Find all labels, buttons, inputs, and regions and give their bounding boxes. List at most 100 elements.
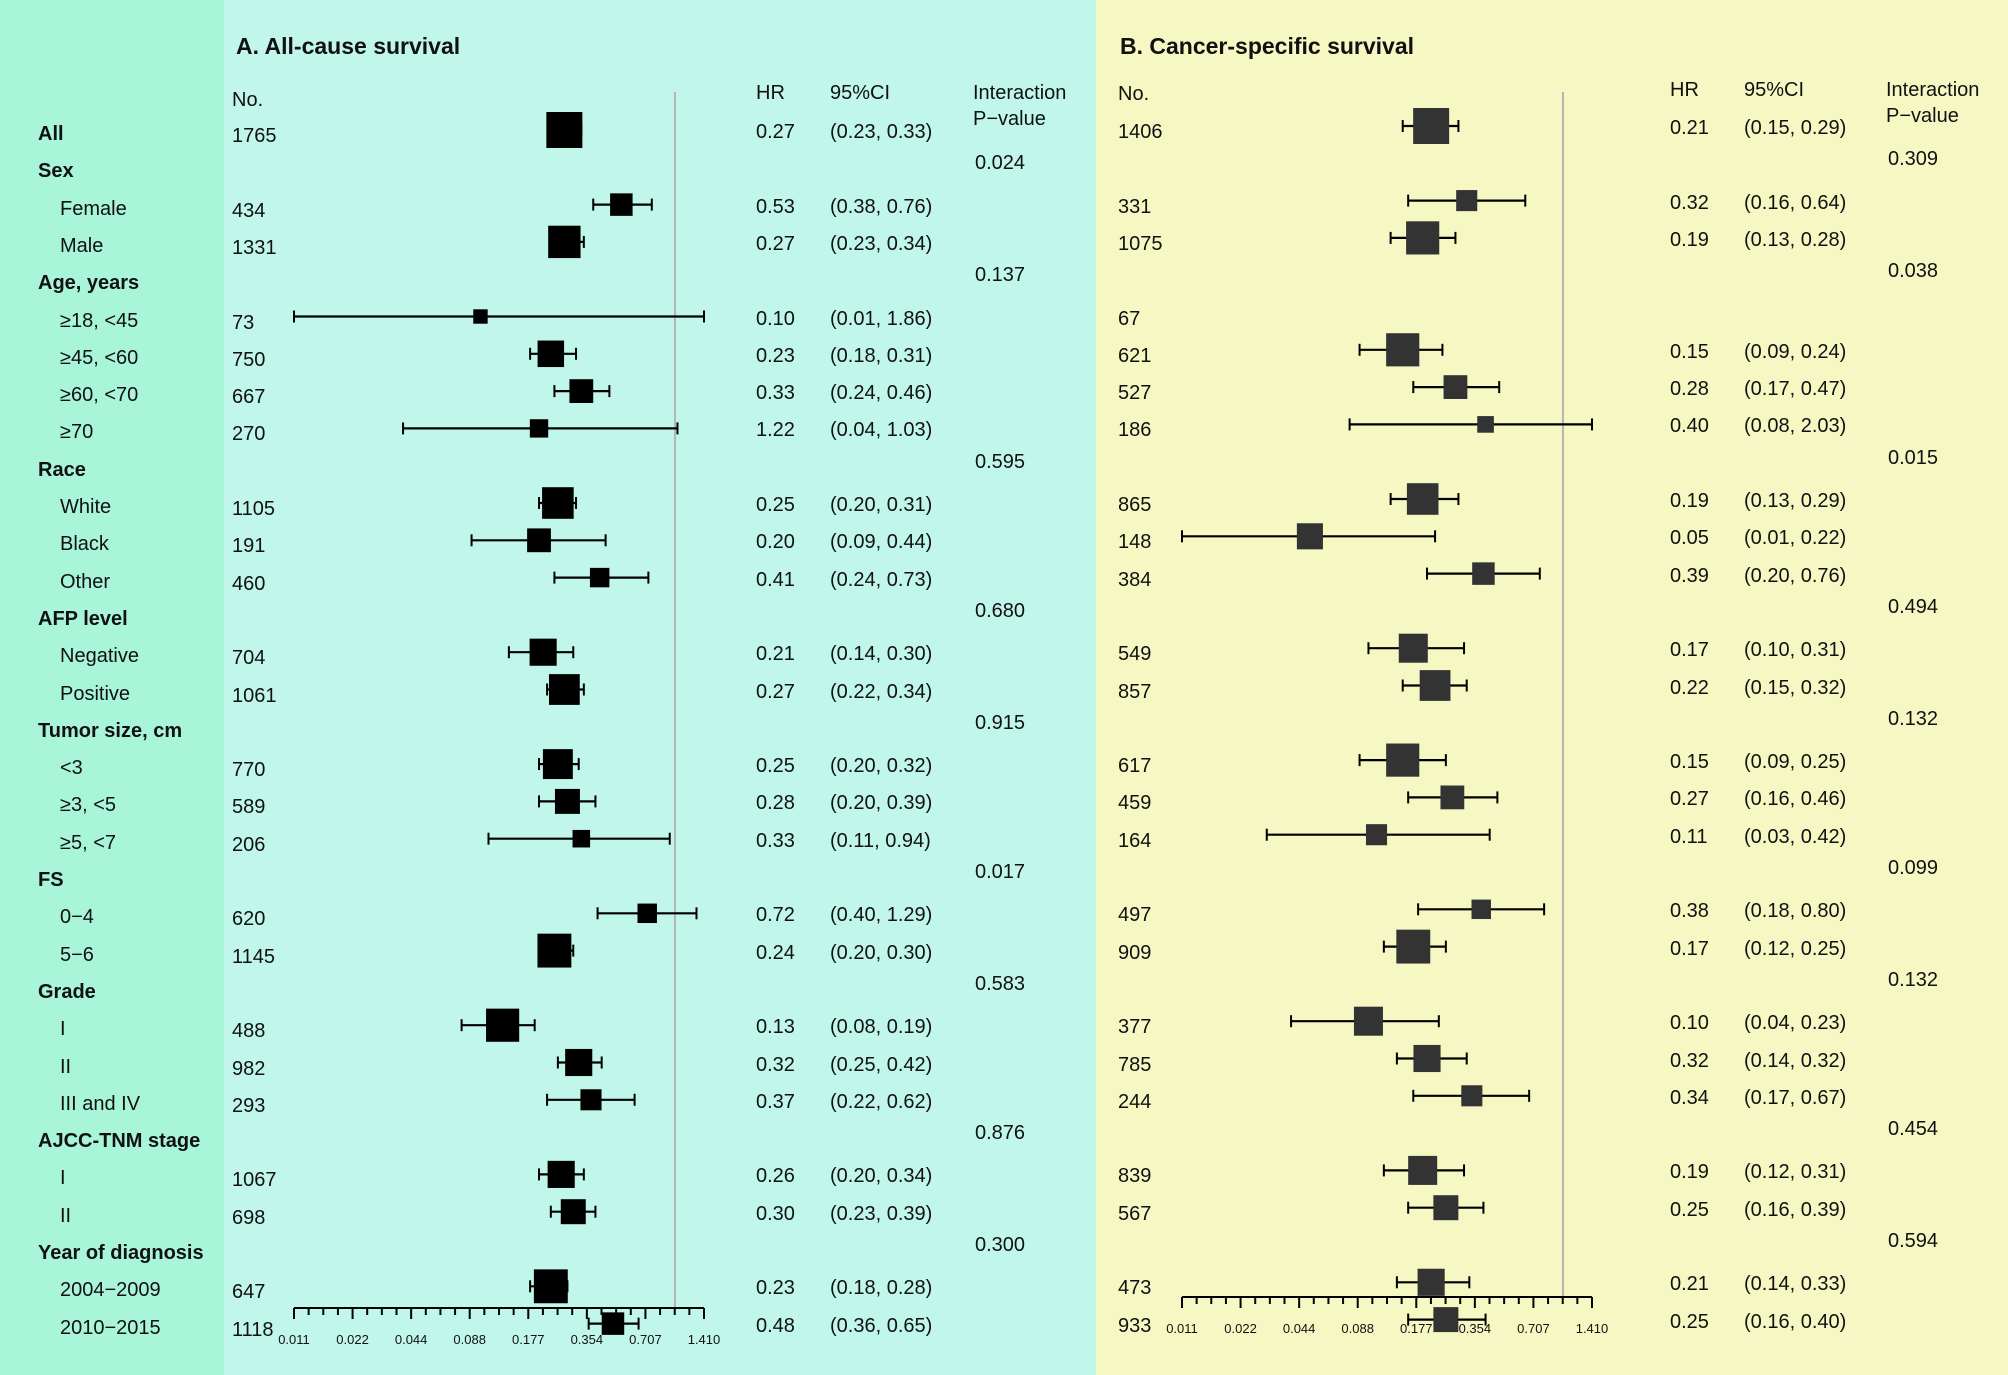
x-tick-label-a: 0.044 bbox=[394, 1332, 428, 1347]
hr-marker-a bbox=[537, 340, 565, 368]
n-value-a: 270 bbox=[232, 423, 266, 446]
hr-marker-b bbox=[1472, 562, 1495, 585]
row-label-iii-and-iv: III and IV bbox=[60, 1092, 141, 1115]
n-value-b: 331 bbox=[1118, 195, 1152, 218]
row-labels-column bbox=[0, 0, 224, 1375]
row-label-18-45: ≥18, <45 bbox=[60, 309, 139, 332]
ci-value-a: (0.18, 0.31) bbox=[830, 344, 933, 367]
hr-marker-a bbox=[637, 903, 657, 924]
col-header-pvalue-b: P−value bbox=[1886, 105, 1959, 127]
x-tick-label-b: 0.707 bbox=[1517, 1321, 1550, 1336]
n-value-b: 384 bbox=[1118, 568, 1152, 591]
hr-marker-b bbox=[1413, 108, 1450, 144]
interaction-p-value-b: 0.454 bbox=[1888, 1118, 1939, 1141]
hr-value-a: 0.30 bbox=[756, 1202, 795, 1225]
hr-value-a: 0.25 bbox=[756, 755, 795, 778]
interaction-p-value-a: 0.915 bbox=[975, 711, 1026, 734]
row-label-all: All bbox=[38, 123, 64, 145]
hr-value-b: 0.34 bbox=[1670, 1086, 1709, 1109]
hr-marker-a bbox=[580, 1089, 602, 1111]
hr-marker-a bbox=[529, 638, 557, 666]
hr-value-a: 0.27 bbox=[756, 232, 795, 255]
ci-value-b: (0.17, 0.67) bbox=[1744, 1086, 1847, 1109]
ci-value-a: (0.24, 0.46) bbox=[830, 382, 933, 405]
ci-value-b: (0.04, 0.23) bbox=[1744, 1012, 1847, 1035]
x-tick-label-b: 0.011 bbox=[1166, 1321, 1198, 1336]
hr-value-a: 0.28 bbox=[756, 792, 795, 815]
x-tick-label-b: 0.044 bbox=[1282, 1321, 1316, 1336]
row-label-grade: Grade bbox=[38, 980, 96, 1003]
hr-value-b: 0.19 bbox=[1670, 1161, 1709, 1184]
hr-value-b: 0.15 bbox=[1670, 340, 1709, 363]
ci-value-a: (0.04, 1.03) bbox=[830, 419, 933, 442]
row-label-male: Male bbox=[60, 234, 104, 257]
hr-value-b: 0.32 bbox=[1670, 1049, 1709, 1072]
row-label-5-6: 5−6 bbox=[60, 943, 94, 966]
n-value-b: 527 bbox=[1118, 382, 1152, 405]
interaction-p-value-b: 0.132 bbox=[1888, 968, 1939, 991]
hr-value-a: 0.21 bbox=[756, 643, 795, 666]
n-value-b: 1406 bbox=[1118, 121, 1163, 143]
x-tick-label-a: 0.354 bbox=[570, 1332, 604, 1347]
hr-value-b: 0.38 bbox=[1670, 900, 1709, 923]
col-header-pvalue-a: P−value bbox=[973, 108, 1046, 130]
n-value-a: 667 bbox=[232, 386, 266, 409]
ci-value-a: (0.22, 0.34) bbox=[830, 680, 933, 703]
hr-value-a: 0.33 bbox=[756, 829, 795, 852]
interaction-p-value-b: 0.132 bbox=[1888, 707, 1939, 730]
row-label-fs: FS bbox=[38, 869, 64, 891]
hr-marker-b bbox=[1440, 785, 1465, 810]
interaction-p-value-b: 0.309 bbox=[1888, 148, 1939, 171]
ci-value-a: (0.18, 0.28) bbox=[830, 1277, 933, 1300]
interaction-p-value-b: 0.015 bbox=[1888, 446, 1939, 469]
hr-marker-b bbox=[1461, 1085, 1483, 1107]
n-value-a: 1105 bbox=[232, 498, 276, 520]
hr-marker-a bbox=[548, 225, 581, 259]
n-value-b: 933 bbox=[1118, 1314, 1152, 1337]
ci-value-b: (0.20, 0.76) bbox=[1744, 564, 1847, 587]
n-value-a: 698 bbox=[232, 1206, 266, 1229]
interaction-p-value-a: 0.595 bbox=[975, 450, 1026, 473]
ci-value-a: (0.11, 0.94) bbox=[830, 829, 931, 852]
n-value-b: 186 bbox=[1118, 419, 1152, 442]
ci-value-b: (0.16, 0.39) bbox=[1744, 1198, 1847, 1221]
ci-value-a: (0.20, 0.30) bbox=[830, 941, 933, 964]
hr-marker-b bbox=[1419, 670, 1451, 701]
hr-value-a: 0.27 bbox=[756, 121, 795, 143]
hr-value-b: 0.25 bbox=[1670, 1310, 1709, 1333]
hr-value-a: 0.25 bbox=[756, 494, 795, 516]
n-value-a: 293 bbox=[232, 1094, 266, 1117]
hr-marker-b bbox=[1386, 333, 1420, 367]
ci-value-b: (0.08, 2.03) bbox=[1744, 415, 1847, 438]
interaction-p-value-a: 0.680 bbox=[975, 599, 1026, 622]
hr-marker-b bbox=[1406, 221, 1440, 255]
hr-marker-a bbox=[601, 1312, 625, 1335]
hr-marker-a bbox=[542, 749, 573, 780]
row-label-3: <3 bbox=[60, 757, 83, 780]
row-label-white: White bbox=[60, 496, 112, 518]
row-label-ajcc-tnm-stage: AJCC-TNM stage bbox=[38, 1130, 201, 1153]
n-value-a: 73 bbox=[232, 311, 255, 334]
hr-marker-b bbox=[1477, 416, 1494, 433]
hr-value-a: 0.23 bbox=[756, 344, 795, 367]
ci-value-a: (0.20, 0.31) bbox=[830, 494, 933, 516]
col-header-interaction-a: Interaction bbox=[973, 82, 1067, 104]
interaction-p-value-a: 0.024 bbox=[975, 152, 1026, 175]
hr-value-a: 0.26 bbox=[756, 1165, 795, 1188]
hr-value-a: 0.20 bbox=[756, 531, 795, 554]
n-value-b: 865 bbox=[1118, 494, 1152, 516]
x-tick-label-a: 0.011 bbox=[278, 1332, 310, 1347]
ci-value-a: (0.20, 0.32) bbox=[830, 755, 933, 778]
hr-value-a: 0.13 bbox=[756, 1016, 795, 1039]
ci-value-b: (0.13, 0.28) bbox=[1744, 228, 1847, 251]
hr-marker-b bbox=[1417, 1268, 1445, 1296]
col-header-no-a: No. bbox=[232, 89, 264, 111]
hr-marker-b bbox=[1433, 1307, 1459, 1333]
n-value-a: 982 bbox=[232, 1057, 266, 1080]
hr-marker-a bbox=[542, 487, 574, 519]
hr-marker-b bbox=[1398, 633, 1428, 663]
hr-value-b: 0.22 bbox=[1670, 676, 1709, 699]
ci-value-b: (0.12, 0.31) bbox=[1744, 1161, 1847, 1184]
hr-marker-a bbox=[548, 674, 580, 705]
hr-value-a: 0.53 bbox=[756, 195, 795, 218]
